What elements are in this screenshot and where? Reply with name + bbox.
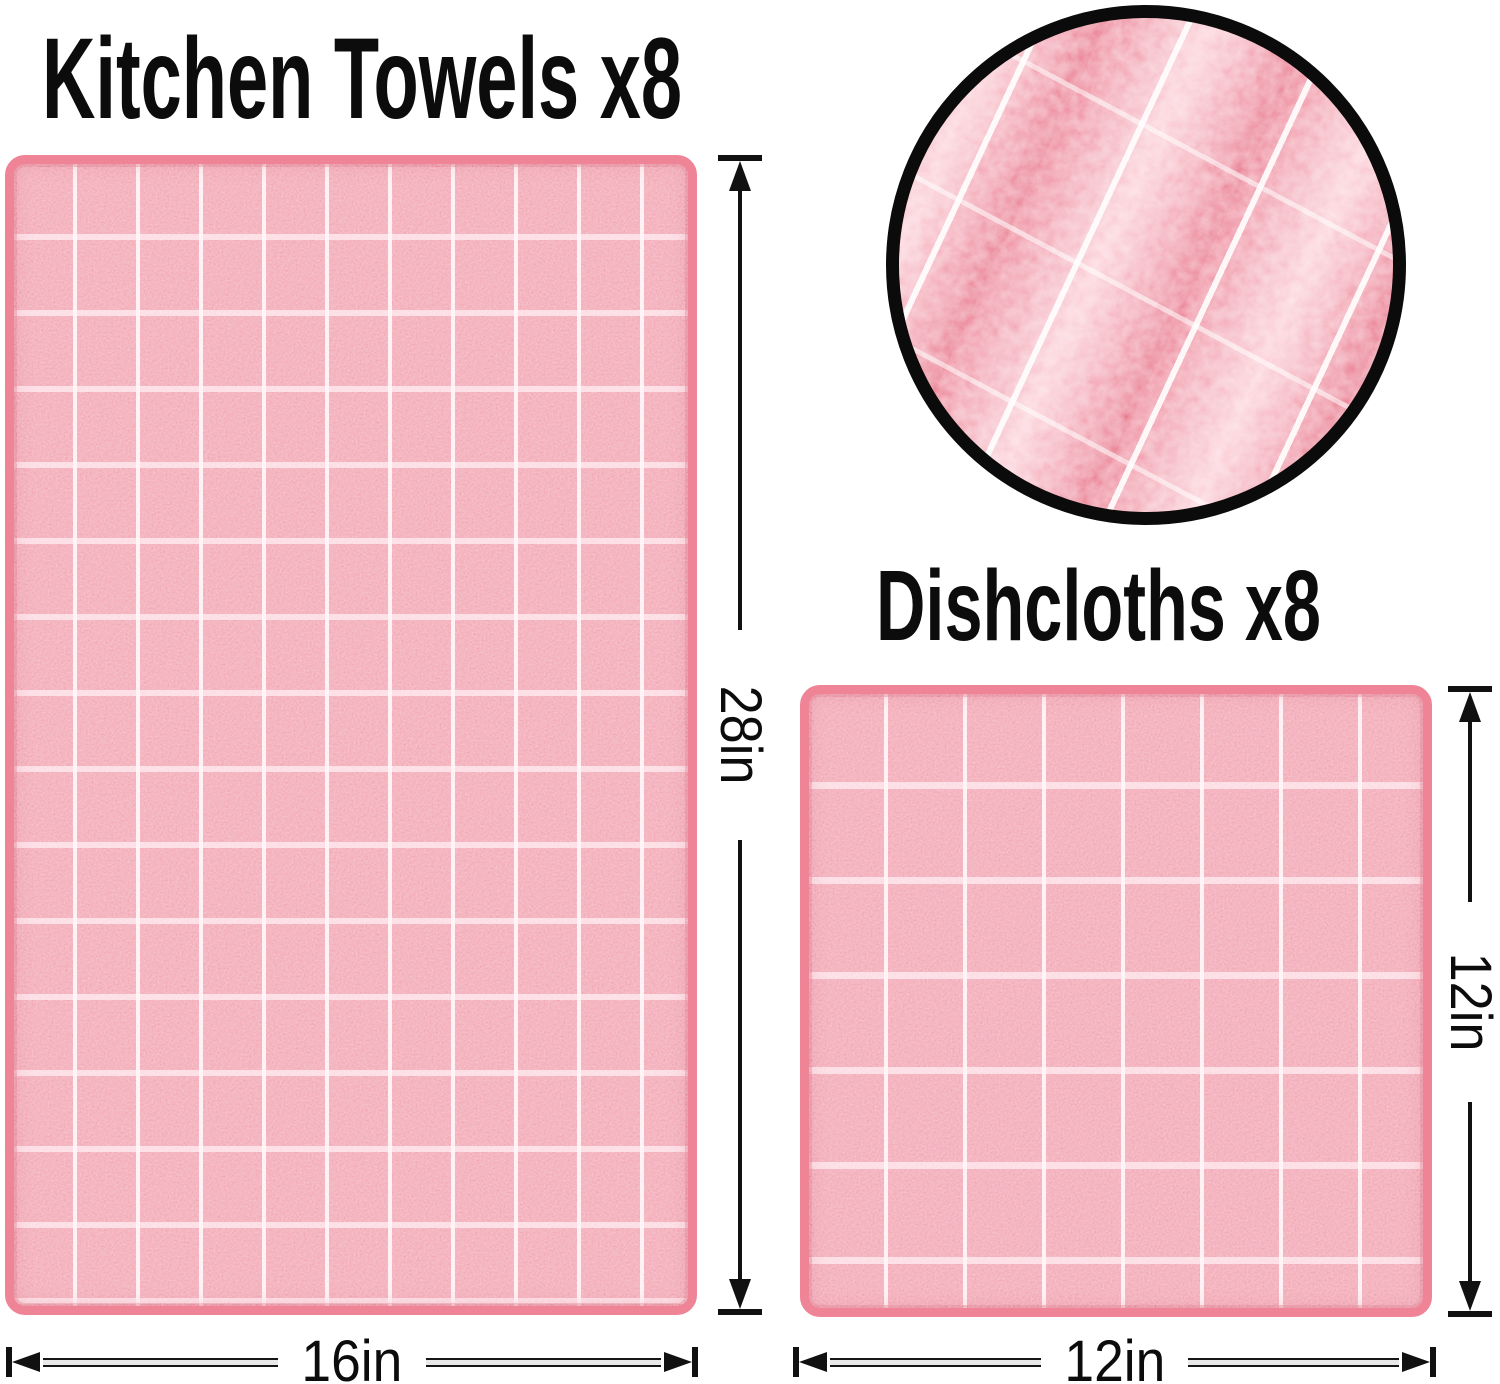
towel-height-label: 28in (685, 630, 795, 840)
dishcloth-height-dimension: 12in (1438, 686, 1500, 1317)
dishcloth-height-value: 12in (1438, 952, 1500, 1051)
dishcloth-width-label: 12in (1064, 1329, 1165, 1384)
dimension-line (738, 191, 742, 630)
fabric-closeup-photo (886, 5, 1406, 525)
dimension-shaft (830, 1357, 1041, 1367)
dishcloth-image (800, 685, 1432, 1317)
dimension-cap (1430, 1347, 1436, 1377)
arrow-down-icon (729, 1279, 751, 1309)
arrow-right-icon (664, 1352, 692, 1372)
arrow-left-icon (12, 1352, 40, 1372)
dimension-cap (6, 1347, 12, 1377)
dimension-cap (692, 1347, 698, 1377)
kitchen-towel-image (5, 155, 697, 1315)
dishcloth-width-dimension: 12in (793, 1329, 1436, 1384)
towel-texture (14, 164, 688, 1306)
dishcloths-title-text: Dishcloths x8 (876, 550, 1321, 662)
dimension-shaft (425, 1357, 661, 1367)
towel-height-value: 28in (708, 685, 773, 785)
fabric-texture (899, 18, 1393, 512)
dimension-cap (1448, 1311, 1492, 1317)
towel-height-dimension: 28in (708, 155, 773, 1315)
dimension-cap (793, 1347, 799, 1377)
dimension-cap (1448, 686, 1492, 692)
dimension-shaft (1188, 1357, 1399, 1367)
arrow-left-icon (799, 1352, 827, 1372)
dishcloth-texture (809, 694, 1423, 1308)
dimension-line (1468, 722, 1472, 902)
dimension-cap (718, 155, 762, 161)
dishcloths-title: Dishcloths x8 (876, 550, 1321, 662)
towel-width-dimension: 16in (6, 1329, 698, 1384)
dishcloth-height-label: 12in (1415, 902, 1500, 1102)
arrow-down-icon (1459, 1281, 1481, 1311)
dimension-line (738, 840, 742, 1279)
kitchen-towels-title: Kitchen Towels x8 (42, 15, 682, 143)
arrow-up-icon (729, 161, 751, 191)
dimension-line (1468, 1101, 1472, 1281)
arrow-right-icon (1402, 1352, 1430, 1372)
towel-width-label: 16in (301, 1329, 403, 1384)
dimension-shaft (43, 1357, 279, 1367)
arrow-up-icon (1459, 692, 1481, 722)
dimension-cap (718, 1309, 762, 1315)
kitchen-towels-title-text: Kitchen Towels x8 (42, 15, 682, 143)
